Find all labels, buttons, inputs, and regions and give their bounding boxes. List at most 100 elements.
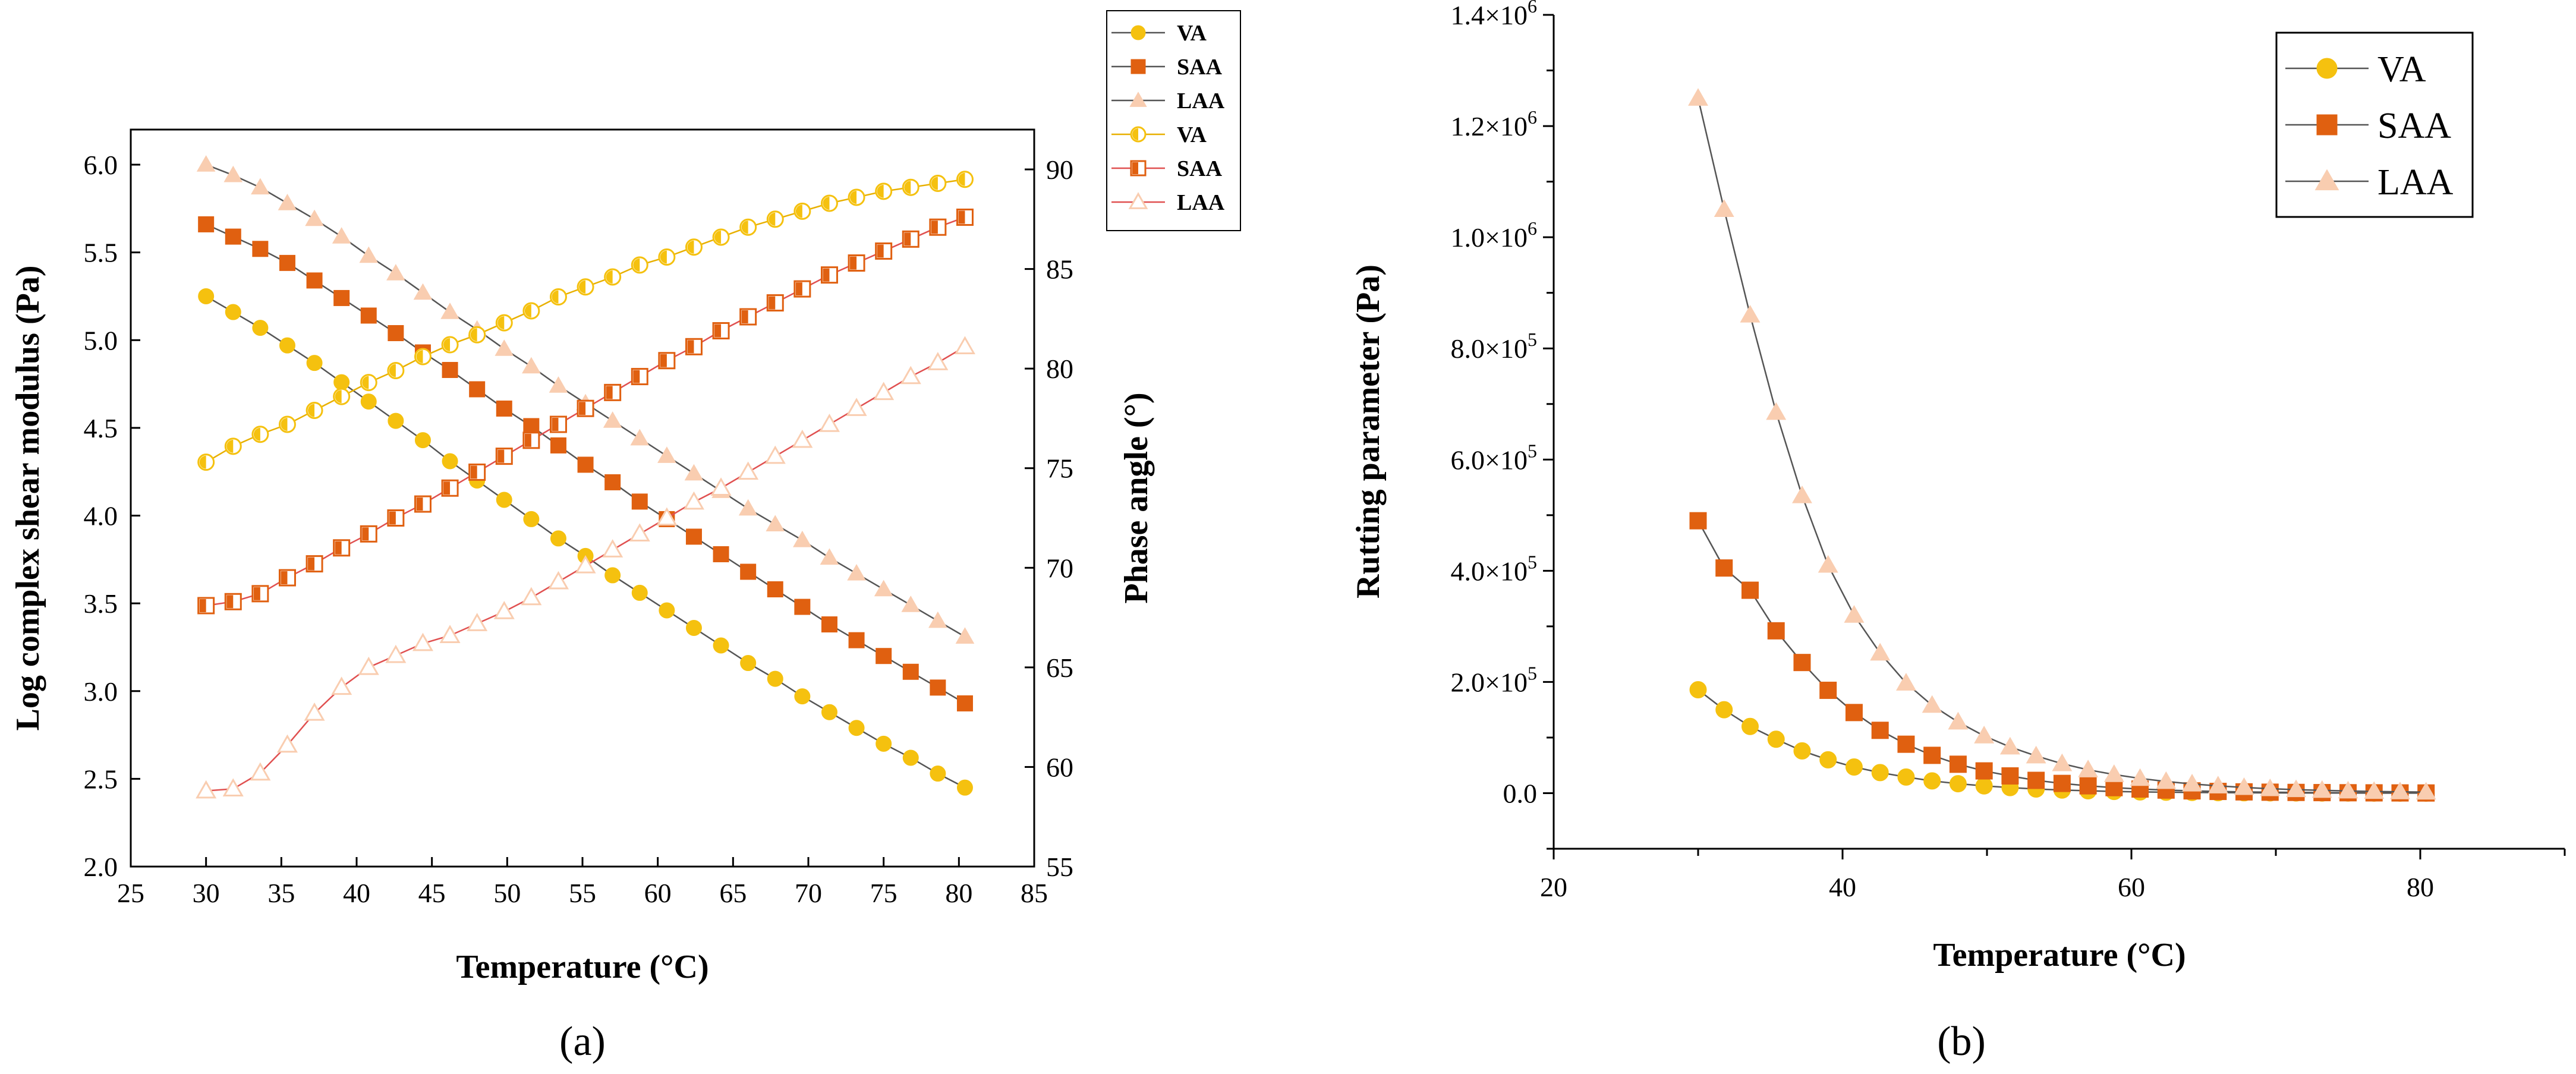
data-point	[305, 209, 324, 226]
x-tick-label: 55	[569, 878, 596, 908]
data-point	[1948, 711, 1969, 730]
legend-item: LAA	[1111, 89, 1225, 114]
data-point	[684, 464, 704, 481]
series-saa-left	[198, 216, 973, 711]
data-point	[873, 382, 895, 401]
data-point	[1923, 747, 1941, 764]
data-point	[767, 581, 783, 598]
data-point	[1923, 772, 1941, 790]
data-point	[386, 264, 405, 281]
data-point	[900, 366, 921, 385]
data-point	[928, 611, 947, 628]
data-point	[794, 599, 811, 615]
data-point	[413, 283, 433, 300]
data-point	[493, 601, 515, 619]
legend-label: SAA	[1177, 55, 1223, 80]
marker-half-fill	[958, 172, 965, 186]
data-point	[442, 361, 458, 378]
marker-half-fill	[470, 465, 477, 479]
y2-tick-label: 80	[1046, 354, 1073, 384]
x-tick-label: 20	[1540, 872, 1567, 902]
data-point	[550, 530, 566, 547]
data-point	[1715, 559, 1733, 577]
legend-marker	[2316, 114, 2338, 136]
y-tick-label: 6.0	[84, 150, 118, 180]
data-point	[196, 780, 217, 799]
data-point	[358, 656, 379, 675]
data-point	[225, 228, 241, 245]
legend-item: SAA	[1111, 55, 1223, 80]
data-point	[2079, 777, 2097, 795]
data-point	[251, 178, 270, 195]
legend-marker	[1130, 59, 1146, 74]
data-point	[222, 778, 244, 797]
legend-label: LAA	[2377, 162, 2454, 203]
data-point	[764, 445, 786, 464]
marker-half-fill	[687, 340, 694, 354]
marker-half-fill	[741, 221, 748, 234]
data-point	[821, 704, 837, 720]
data-point	[685, 528, 702, 545]
chart-b-series	[1688, 88, 2436, 802]
marker-half-fill	[253, 587, 260, 600]
data-point	[657, 446, 676, 463]
chart-a-y-axis: 2.0 2.5 3.0 3.5 4.0 4.5 5.0 5.5 6.0	[84, 150, 140, 882]
x-tick-label: 25	[117, 878, 144, 908]
chart-b-legend: VA SAA LAA	[2285, 49, 2454, 203]
y2-tick-label: 75	[1046, 453, 1073, 484]
chart-a-legend-box	[1106, 10, 1241, 231]
data-point	[794, 688, 811, 705]
data-point	[1844, 605, 1865, 623]
marker-half-fill	[199, 599, 206, 612]
marker-half-fill	[795, 282, 802, 296]
y2-tick-label: 85	[1046, 254, 1073, 285]
data-point	[2207, 776, 2228, 793]
x-tick-label: 75	[870, 878, 897, 908]
series-va-right	[197, 171, 974, 471]
legend-label: VA	[1177, 122, 1207, 147]
data-point	[1845, 758, 1863, 776]
data-point	[2105, 779, 2123, 796]
data-point	[876, 648, 892, 664]
marker-half-fill	[416, 497, 423, 511]
data-point	[955, 627, 975, 644]
x-tick-label: 80	[2407, 872, 2434, 902]
data-point	[385, 644, 407, 663]
panel-label-b: (b)	[1937, 1019, 1986, 1064]
data-point	[876, 735, 892, 752]
data-point	[685, 619, 702, 636]
legend-label: LAA	[1177, 89, 1225, 114]
chart-b: 20 40 60 80 0.0 2.0×105 4.0×105 6.0×105 8.0×105…	[1350, 0, 2566, 1064]
data-point	[2234, 777, 2254, 795]
data-point	[547, 571, 569, 590]
data-point	[630, 429, 650, 446]
legend-label: VA	[1177, 21, 1207, 46]
data-point	[252, 320, 269, 336]
marker-half-fill	[362, 376, 369, 389]
data-point	[1689, 681, 1707, 698]
data-point	[603, 411, 622, 428]
chart-b-x-label: Temperature (°C)	[1933, 937, 2185, 974]
marker-half-fill	[633, 258, 640, 272]
data-point	[388, 412, 404, 429]
data-point	[2390, 782, 2410, 799]
y2-tick-label: 55	[1046, 852, 1073, 882]
data-point	[1714, 199, 1734, 217]
y-tick-label: 3.0	[84, 676, 118, 707]
marker-half-fill	[552, 290, 559, 304]
data-point	[847, 563, 866, 581]
data-point	[550, 437, 566, 453]
chart-a-legend: VA SAA LAA VA SAA LAA	[1111, 21, 1225, 215]
data-point	[848, 632, 865, 648]
y-tick-label: 2.0×105	[1451, 662, 1537, 697]
data-point	[414, 432, 431, 449]
data-point	[2078, 760, 2099, 777]
data-point	[412, 632, 434, 651]
marker-half-fill	[850, 190, 857, 204]
marker-half-fill	[579, 280, 586, 294]
marker-half-fill	[524, 304, 531, 317]
data-point	[2001, 767, 2019, 785]
y2-tick-label: 70	[1046, 553, 1073, 583]
data-point	[930, 679, 946, 696]
legend-item: SAA	[1111, 156, 1223, 181]
